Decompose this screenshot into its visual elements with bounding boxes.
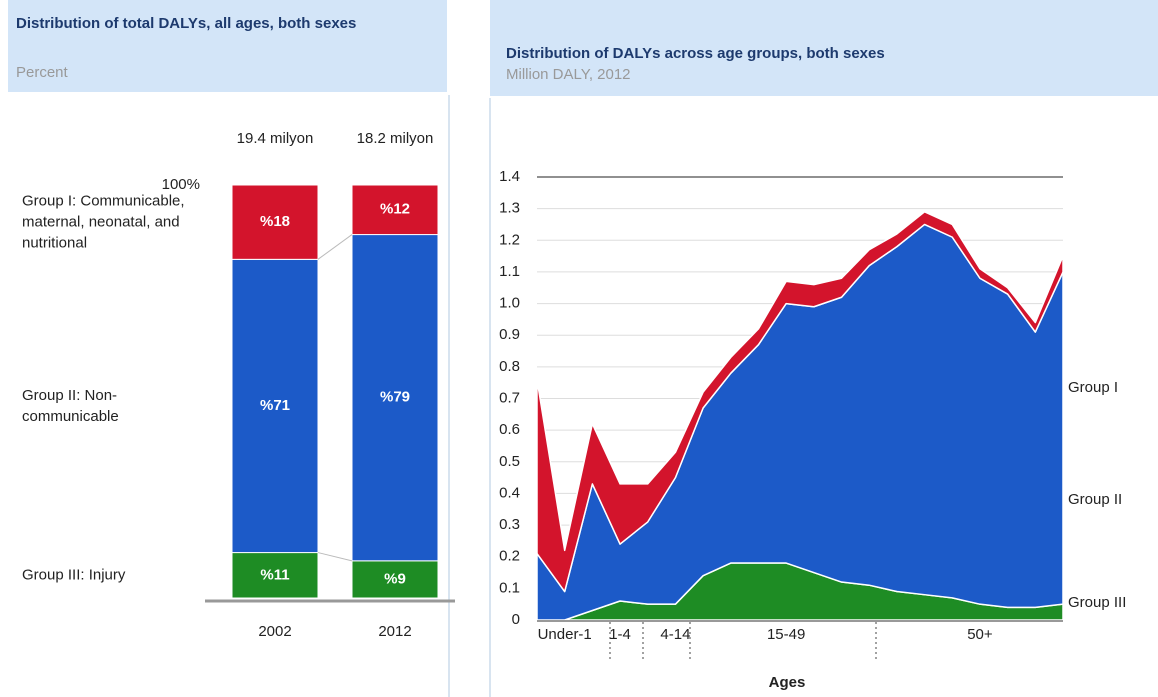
x-tick-label: 2002 — [258, 623, 291, 640]
value-label: %12 — [380, 201, 410, 218]
y-tick-label: 0 — [512, 611, 520, 628]
total-label: 18.2 milyon — [356, 130, 434, 147]
x-tick-label: 15-49 — [767, 626, 805, 643]
bar-segment — [231, 552, 319, 599]
y-tick-label: 100% — [162, 176, 200, 193]
chart-subtitle: Million DALY, 2012 — [506, 66, 631, 83]
bar-segment — [231, 184, 319, 260]
y-tick-label: 0.4 — [499, 484, 520, 501]
chart-subtitle: Percent — [16, 64, 68, 81]
y-tick-label: 0.2 — [499, 548, 520, 565]
bar-segment — [231, 258, 319, 554]
bar-segment — [351, 234, 439, 562]
panel-header — [490, 0, 1158, 96]
y-tick-label: 0.7 — [499, 389, 520, 406]
legend-label: Group II — [1068, 491, 1122, 508]
bar-segment — [351, 560, 439, 599]
age-group-separators — [609, 622, 877, 660]
y-tick-label: 1.4 — [499, 168, 520, 185]
x-tick-label: Under-1 — [538, 626, 592, 643]
chart-title: Distribution of DALYs across age groups,… — [506, 45, 885, 62]
value-label: %79 — [380, 389, 410, 406]
chart-title: Distribution of total DALYs, all ages, b… — [16, 15, 357, 32]
connector — [317, 234, 353, 260]
y-tick-label: 1.0 — [499, 295, 520, 312]
legend-label: Group III: Injury — [22, 566, 126, 584]
x-tick-label: 2012 — [378, 623, 411, 640]
total-label: 19.4 milyon — [236, 130, 314, 147]
legend-label: Group I: Communicable, maternal, neonata… — [22, 192, 185, 252]
panel-header — [8, 0, 447, 92]
x-tick-label: 1-4 — [609, 626, 631, 643]
y-tick-label: 0.6 — [499, 421, 520, 438]
y-tick-label: 0.3 — [499, 516, 520, 533]
x-axis-label: Ages — [769, 674, 806, 691]
x-tick-label: 50+ — [967, 626, 993, 643]
y-tick-label: 0.8 — [499, 358, 520, 375]
value-label: %9 — [384, 570, 406, 587]
connector — [317, 552, 353, 562]
legend-label: Group III — [1068, 594, 1126, 611]
area — [536, 211, 1064, 593]
value-label: %18 — [260, 213, 290, 230]
legend-label: Group II: Non-communicable — [22, 386, 119, 425]
y-tick-label: 1.1 — [499, 263, 520, 280]
legend-label: Group I — [1068, 379, 1118, 396]
y-tick-label: 1.3 — [499, 200, 520, 217]
y-tick-label: 0.5 — [499, 453, 520, 470]
value-label: %11 — [260, 566, 289, 583]
y-tick-label: 0.1 — [499, 579, 520, 596]
y-tick-label: 1.2 — [499, 231, 520, 248]
bar-segment — [351, 184, 439, 236]
y-tick-label: 0.9 — [499, 326, 520, 343]
x-tick-label: 4-14 — [660, 626, 690, 643]
value-label: %71 — [260, 397, 290, 414]
